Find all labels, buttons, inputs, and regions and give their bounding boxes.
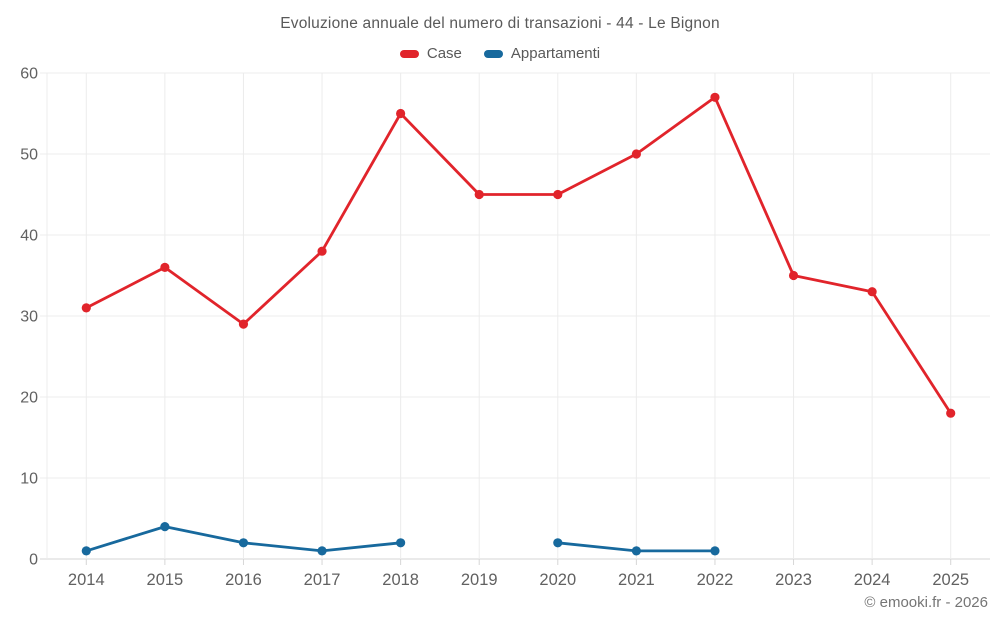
series-line-case bbox=[85, 95, 952, 414]
y-axis-tick-label: 60 bbox=[20, 66, 38, 83]
legend-swatch-appartamenti-icon bbox=[483, 49, 503, 58]
data-point-appartamenti[interactable] bbox=[631, 546, 641, 556]
legend-item-appartamenti[interactable]: Appartamenti bbox=[483, 45, 601, 62]
y-axis-tick-label: 10 bbox=[20, 471, 38, 488]
x-axis-tick-label: 2014 bbox=[68, 571, 105, 589]
x-axis-tick-label: 2021 bbox=[618, 571, 655, 589]
x-axis-tick-label: 2024 bbox=[854, 571, 891, 589]
data-point-appartamenti[interactable] bbox=[238, 538, 249, 548]
x-axis-tick-label: 2015 bbox=[147, 571, 184, 589]
data-point-case[interactable] bbox=[81, 303, 91, 313]
legend-item-case[interactable]: Case bbox=[399, 45, 462, 62]
data-point-case[interactable] bbox=[788, 270, 799, 281]
data-point-case[interactable] bbox=[317, 246, 327, 256]
y-axis-tick-label: 20 bbox=[20, 390, 38, 407]
data-point-case[interactable] bbox=[396, 108, 406, 119]
data-point-case[interactable] bbox=[867, 287, 877, 297]
data-point-case[interactable] bbox=[710, 92, 720, 102]
x-axis-tick-label: 2020 bbox=[539, 571, 576, 589]
x-axis-tick-label: 2019 bbox=[461, 571, 498, 589]
data-point-case[interactable] bbox=[238, 319, 249, 329]
legend-label-appartamenti: Appartamenti bbox=[510, 45, 601, 62]
copyright-text: © emooki.fr - 2026 bbox=[864, 594, 988, 611]
data-point-case[interactable] bbox=[160, 262, 170, 272]
legend: Case Appartamenti bbox=[0, 45, 1000, 62]
x-axis-tick-label: 2018 bbox=[382, 571, 419, 589]
data-point-case[interactable] bbox=[474, 189, 484, 200]
data-point-appartamenti[interactable] bbox=[81, 546, 91, 556]
legend-swatch-case-icon bbox=[399, 49, 419, 58]
data-point-appartamenti[interactable] bbox=[710, 546, 720, 556]
x-axis-tick-label: 2025 bbox=[932, 571, 969, 589]
y-axis-tick-label: 50 bbox=[20, 147, 38, 164]
data-point-appartamenti[interactable] bbox=[396, 538, 406, 548]
data-point-appartamenti[interactable] bbox=[317, 546, 327, 556]
legend-label-case: Case bbox=[426, 45, 462, 62]
data-point-case[interactable] bbox=[631, 149, 641, 159]
x-axis-tick-label: 2022 bbox=[697, 571, 734, 589]
data-point-case[interactable] bbox=[946, 408, 956, 418]
y-axis-tick-label: 0 bbox=[29, 552, 38, 569]
x-axis-tick-label: 2017 bbox=[304, 571, 341, 589]
y-axis-tick-label: 30 bbox=[20, 309, 38, 326]
chart-title: Evoluzione annuale del numero di transaz… bbox=[280, 15, 720, 32]
y-axis-tick-label: 40 bbox=[20, 228, 38, 245]
data-point-appartamenti[interactable] bbox=[160, 522, 170, 532]
x-axis-tick-label: 2023 bbox=[775, 571, 812, 589]
data-point-appartamenti[interactable] bbox=[553, 538, 563, 548]
data-point-case[interactable] bbox=[553, 189, 563, 200]
x-axis-tick-label: 2016 bbox=[225, 571, 262, 589]
